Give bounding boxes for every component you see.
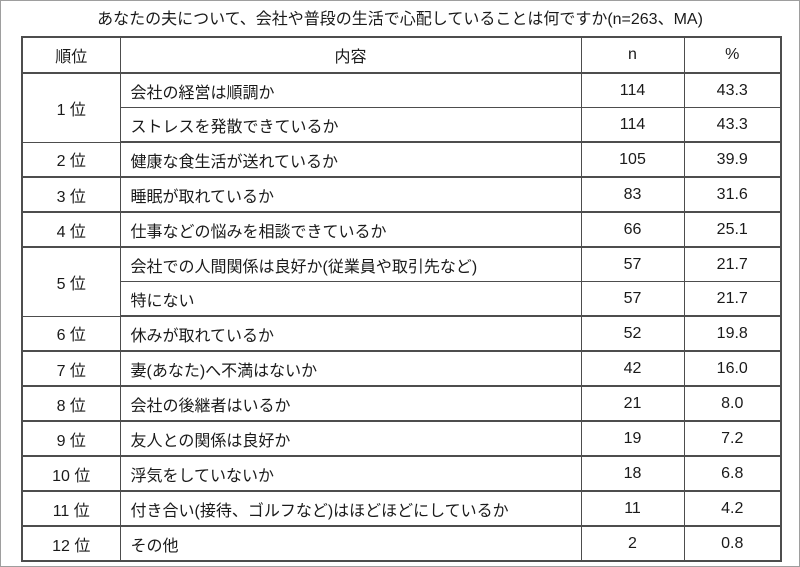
table-row: 11 位 付き合い(接待、ゴルフなど)はほどほどにしているか 11 4.2 <box>21 490 782 527</box>
table-row: 6 位 休みが取れているか 52 19.8 <box>21 315 782 352</box>
table-row: 特にない 57 21.7 <box>22 281 782 317</box>
content-cell: 睡眠が取れているか <box>119 176 582 213</box>
table-row: 2 位 健康な食生活が送れているか 105 39.9 <box>21 141 782 178</box>
table-row: ストレスを発散できているか 114 43.3 <box>22 107 782 143</box>
table-row: 9 位 友人との関係は良好か 19 7.2 <box>21 420 782 457</box>
content-cell: 休みが取れているか <box>119 315 582 352</box>
table-row: 7 位 妻(あなた)へ不満はないか 42 16.0 <box>21 350 782 387</box>
table-row: 8 位 会社の後継者はいるか 21 8.0 <box>21 385 782 422</box>
content-cell: 健康な食生活が送れているか <box>119 141 582 178</box>
content-cell: 会社の経営は順調か <box>119 72 582 108</box>
rank-cell: 12 位 <box>21 525 121 562</box>
n-cell: 19 <box>580 420 685 457</box>
rank-cell: 7 位 <box>21 350 121 387</box>
n-cell: 66 <box>580 211 685 248</box>
content-cell: 浮気をしていないか <box>119 455 582 492</box>
table-row: 10 位 浮気をしていないか 18 6.8 <box>21 455 782 492</box>
rank-cell: 9 位 <box>21 420 121 457</box>
n-cell: 2 <box>580 525 685 562</box>
pct-cell: 39.9 <box>683 141 782 178</box>
n-cell: 57 <box>580 281 685 317</box>
n-cell: 11 <box>580 490 685 527</box>
header-n: n <box>580 36 685 74</box>
pct-cell: 43.3 <box>683 72 782 108</box>
pct-cell: 21.7 <box>683 246 782 282</box>
content-cell: 仕事などの悩みを相談できているか <box>119 211 582 248</box>
pct-cell: 6.8 <box>683 455 782 492</box>
n-cell: 83 <box>580 176 685 213</box>
pct-cell: 21.7 <box>683 281 782 317</box>
pct-cell: 43.3 <box>683 107 782 143</box>
header-content: 内容 <box>119 36 582 74</box>
table-row: 1 位 会社の経営は順調か 114 43.3 <box>21 72 782 143</box>
rank-cell: 6 位 <box>21 315 121 352</box>
content-cell: 付き合い(接待、ゴルフなど)はほどほどにしているか <box>119 490 582 527</box>
pct-cell: 0.8 <box>683 525 782 562</box>
n-cell: 18 <box>580 455 685 492</box>
pct-cell: 7.2 <box>683 420 782 457</box>
rank-cell: 8 位 <box>21 385 121 422</box>
n-cell: 105 <box>580 141 685 178</box>
pct-cell: 4.2 <box>683 490 782 527</box>
table-row: 4 位 仕事などの悩みを相談できているか 66 25.1 <box>21 211 782 248</box>
pct-cell: 31.6 <box>683 176 782 213</box>
n-cell: 42 <box>580 350 685 387</box>
content-cell: 友人との関係は良好か <box>119 420 582 457</box>
n-cell: 21 <box>580 385 685 422</box>
header-row: 順位 内容 n % <box>21 36 782 74</box>
page-title: あなたの夫について、会社や普段の生活で心配していることは何ですか(n=263、M… <box>97 11 703 28</box>
content-cell: その他 <box>119 525 582 562</box>
table-row: 12 位 その他 2 0.8 <box>21 525 782 562</box>
pct-cell: 16.0 <box>683 350 782 387</box>
content-cell: 会社での人間関係は良好か(従業員や取引先など) <box>119 246 582 282</box>
n-cell: 114 <box>580 72 685 108</box>
pct-cell: 8.0 <box>683 385 782 422</box>
header-pct: % <box>683 36 782 74</box>
rank-cell: 1 位 <box>21 72 121 143</box>
rank-cell: 2 位 <box>21 141 121 178</box>
n-cell: 114 <box>580 107 685 143</box>
header-rank: 順位 <box>21 36 121 74</box>
content-cell: 特にない <box>119 281 582 317</box>
n-cell: 57 <box>580 246 685 282</box>
rank-cell: 10 位 <box>21 455 121 492</box>
table-row: 5 位 会社での人間関係は良好か(従業員や取引先など) 57 21.7 <box>21 246 782 317</box>
rank-cell: 5 位 <box>21 246 121 317</box>
n-cell: 52 <box>580 315 685 352</box>
pct-cell: 25.1 <box>683 211 782 248</box>
content-cell: ストレスを発散できているか <box>119 107 582 143</box>
content-cell: 会社の後継者はいるか <box>119 385 582 422</box>
rank-cell: 11 位 <box>21 490 121 527</box>
content-cell: 妻(あなた)へ不満はないか <box>119 350 582 387</box>
pct-cell: 19.8 <box>683 315 782 352</box>
rank-cell: 3 位 <box>21 176 121 213</box>
rank-cell: 4 位 <box>21 211 121 248</box>
table-row: 3 位 睡眠が取れているか 83 31.6 <box>21 176 782 213</box>
survey-results-table: 順位 内容 n % 1 位 会社の経営は順調か 114 43.3 ストレスを発散… <box>21 36 782 562</box>
